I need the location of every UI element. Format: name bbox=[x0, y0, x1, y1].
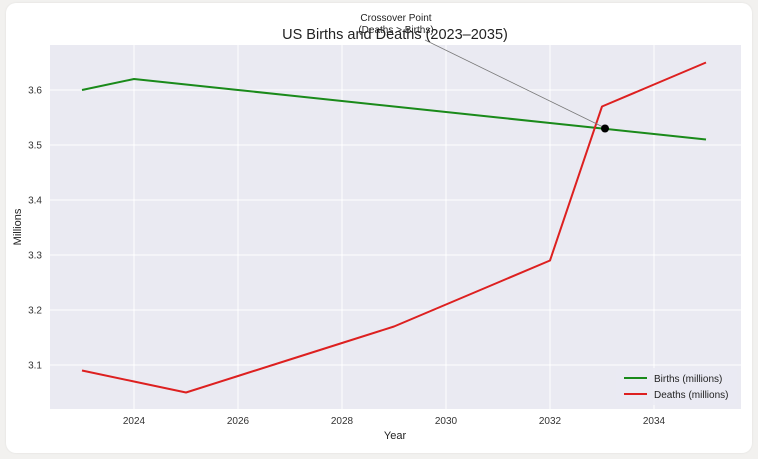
axis-ticks: 2024 2026 2028 2030 2032 2034 3.1 3.2 3.3 3.4 3.5 3… bbox=[28, 86, 665, 428]
x-tick-label: 2026 bbox=[227, 416, 250, 427]
y-tick-label: 3.6 bbox=[28, 86, 42, 97]
y-tick-label: 3.3 bbox=[28, 251, 42, 262]
x-tick-label: 2034 bbox=[643, 416, 666, 427]
plot-area bbox=[50, 45, 741, 409]
y-tick-label: 3.5 bbox=[28, 141, 42, 152]
annotation-arrow bbox=[424, 39, 604, 128]
x-tick-label: 2028 bbox=[331, 416, 354, 427]
x-tick-label: 2024 bbox=[123, 416, 146, 427]
annotation-line2: (Deaths > Births) bbox=[358, 25, 433, 36]
x-tick-label: 2032 bbox=[539, 416, 562, 427]
y-tick-label: 3.4 bbox=[28, 196, 42, 207]
x-tick-label: 2030 bbox=[435, 416, 458, 427]
legend-births-label: Births (millions) bbox=[654, 374, 722, 385]
legend-deaths-label: Deaths (millions) bbox=[654, 390, 728, 401]
legend: Births (millions) Deaths (millions) bbox=[616, 368, 737, 405]
gridlines bbox=[50, 45, 741, 409]
y-axis-label: Millions bbox=[12, 208, 24, 245]
y-tick-label: 3.1 bbox=[28, 361, 42, 372]
x-axis-label: Year bbox=[384, 430, 407, 442]
chart-title: US Births and Deaths (2023–2035) bbox=[282, 27, 508, 43]
y-tick-label: 3.2 bbox=[28, 306, 42, 317]
crossover-marker bbox=[601, 124, 609, 133]
annotation-line1: Crossover Point bbox=[360, 13, 431, 24]
deaths-line bbox=[81, 61, 707, 394]
